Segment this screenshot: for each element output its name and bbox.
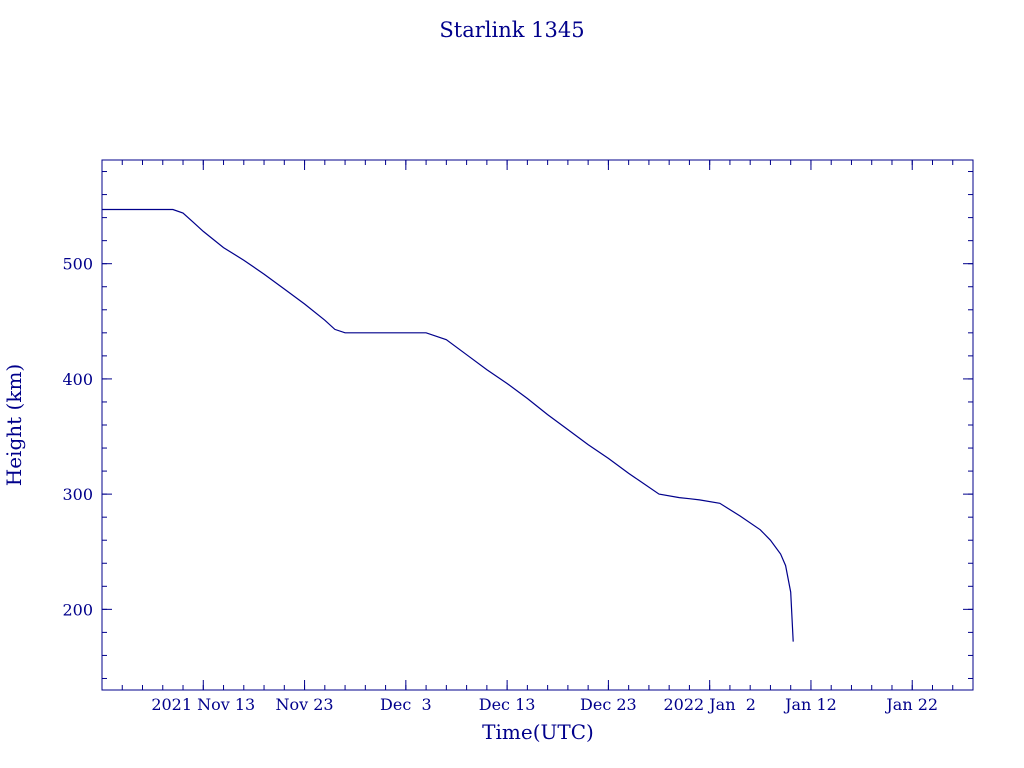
x-tick-label: Dec 23: [580, 695, 637, 714]
plot-area: 2021 Nov 13 Nov 23 Dec 3 Dec 13 Dec 23 2022 J…: [62, 159, 974, 714]
y-tick-label: 500: [62, 255, 93, 274]
plot-frame: [101, 159, 974, 691]
axis-tick-labels: 2021 Nov 13 Nov 23 Dec 3 Dec 13 Dec 23 2022 J…: [62, 255, 938, 714]
x-tick-label: Nov 23: [275, 695, 333, 714]
x-tick-label: 2021 Nov 13: [151, 695, 255, 714]
x-axis-title: Time(UTC): [482, 720, 594, 744]
x-tick-label: Jan 12: [783, 695, 837, 714]
y-tick-label: 200: [62, 600, 93, 619]
x-tick-label: Dec 3: [380, 695, 432, 714]
x-tick-label: 2022 Jan 2: [663, 695, 755, 714]
chart-title: Starlink 1345: [439, 18, 584, 42]
y-tick-label: 300: [62, 485, 93, 504]
x-tick-label: Dec 13: [479, 695, 536, 714]
y-axis-title: Height (km): [2, 364, 26, 486]
axis-ticks: [101, 160, 974, 690]
height-series-line: [102, 208, 794, 642]
x-tick-label: Jan 22: [884, 695, 938, 714]
y-tick-label: 400: [62, 370, 93, 389]
